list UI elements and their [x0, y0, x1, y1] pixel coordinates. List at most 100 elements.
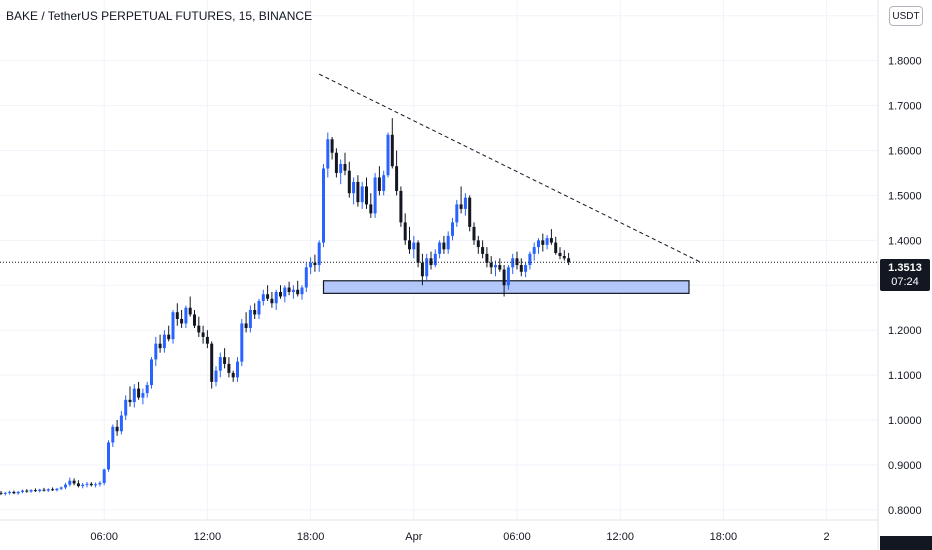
candle-body: [25, 490, 29, 492]
candle-body: [248, 309, 252, 328]
price-tick-label: 1.5000: [888, 190, 922, 202]
candle-body: [184, 307, 188, 324]
candle-body: [433, 253, 437, 266]
time-tick-label: 18:00: [297, 531, 325, 543]
candle-body: [257, 300, 261, 315]
candle-body: [94, 484, 98, 486]
candle-body: [562, 256, 566, 259]
candle-body: [334, 152, 338, 173]
candle-body: [115, 426, 119, 432]
candle-body: [0, 492, 3, 494]
candle-body: [468, 197, 472, 227]
candle-body: [274, 292, 278, 304]
candle-body: [390, 134, 394, 167]
candle-body: [528, 253, 532, 266]
candle-body: [416, 242, 420, 263]
candle-body: [180, 318, 184, 324]
candle-body: [541, 240, 545, 245]
price-tick-label: 1.1000: [888, 370, 922, 382]
candles-layer: [0, 118, 571, 496]
candle-body: [330, 139, 334, 153]
candle-body: [494, 265, 497, 268]
candle-body: [137, 388, 141, 398]
candle-body: [532, 247, 536, 254]
currency-button[interactable]: USDT: [889, 6, 923, 26]
candle-body: [102, 469, 106, 483]
candle-body: [89, 483, 93, 486]
candle-body: [55, 488, 59, 491]
candle-body: [119, 415, 123, 432]
candle-body: [188, 307, 192, 315]
candle-body: [511, 258, 515, 268]
support-zone-layer: [322, 280, 690, 294]
candle-body: [545, 238, 549, 245]
candle-body: [227, 363, 231, 373]
candle-body: [489, 262, 493, 268]
time-tick-label: 18:00: [710, 531, 738, 543]
time-tick-label: 12:00: [194, 531, 222, 543]
candle-body: [218, 357, 222, 371]
candle-body: [463, 197, 467, 209]
candle-body: [128, 399, 132, 403]
candle-body: [502, 269, 506, 286]
candle-body: [442, 242, 446, 250]
candle-body: [141, 393, 145, 398]
candle-body: [59, 487, 63, 489]
candle-body: [347, 170, 351, 194]
candle-body: [64, 484, 67, 488]
candle-body: [154, 343, 158, 360]
candle-body: [472, 226, 476, 241]
candle-body: [313, 262, 317, 266]
candle-body: [46, 489, 50, 491]
candle-body: [558, 252, 562, 257]
support-zone-rectangle[interactable]: [322, 280, 690, 294]
candle-body: [283, 287, 287, 297]
price-tick-label: 1.7000: [888, 101, 922, 113]
candle-body: [554, 242, 558, 253]
candle-body: [519, 265, 523, 272]
candle-body: [476, 240, 480, 248]
candle-body: [270, 298, 274, 304]
candle-body: [261, 294, 265, 301]
candle-body: [438, 242, 442, 254]
candle-body: [253, 309, 257, 315]
time-axis[interactable]: 06:00 12:00 18:00 Apr 06:00 12:00 18:00 2: [0, 519, 878, 543]
price-tick-label: 1.6000: [888, 145, 922, 157]
candle-body: [317, 242, 321, 266]
candle-body: [382, 175, 386, 191]
candle-body: [3, 492, 7, 494]
candle-body: [412, 242, 416, 250]
candle-body: [360, 186, 364, 203]
candle-body: [72, 480, 76, 484]
candle-body: [38, 489, 42, 492]
candle-body: [145, 385, 149, 394]
candle-body: [98, 482, 102, 485]
candle-body: [266, 294, 270, 299]
price-tick-label: 1.4000: [888, 235, 922, 247]
time-tick-label: 06:00: [90, 531, 118, 543]
candle-body: [459, 204, 463, 209]
candle-body: [8, 491, 12, 493]
candle-body: [205, 336, 209, 344]
trendline-layer: [318, 73, 703, 264]
candle-body: [12, 491, 16, 494]
candle-body: [81, 484, 85, 487]
candle-body: [162, 334, 166, 349]
candle-body: [167, 334, 171, 340]
candle-body: [343, 163, 347, 171]
candle-body: [197, 325, 201, 333]
candle-body: [279, 292, 282, 297]
candle-body: [244, 323, 248, 328]
candle-body: [408, 240, 411, 250]
settings-bar: [880, 536, 932, 550]
candle-body: [193, 314, 196, 326]
descending-trendline[interactable]: [318, 73, 703, 264]
candle-body: [214, 370, 218, 382]
candle-body: [485, 253, 489, 263]
price-tick-label: 0.8000: [888, 505, 922, 517]
candle-body: [21, 490, 24, 492]
price-tick-label: 1.0000: [888, 415, 922, 427]
candle-body: [451, 222, 454, 236]
time-tick-label: 06:00: [503, 531, 531, 543]
